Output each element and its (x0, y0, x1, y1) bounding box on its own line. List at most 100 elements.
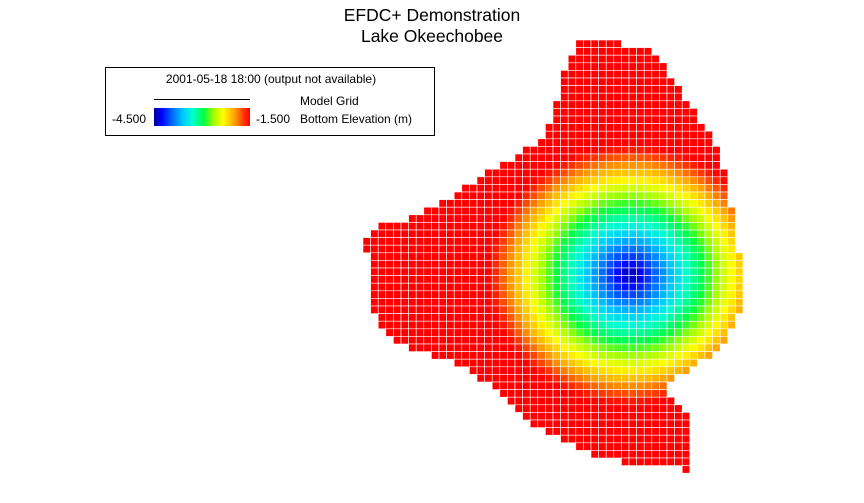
grid-cell (659, 343, 668, 352)
grid-cell (628, 176, 637, 185)
grid-cell (621, 381, 630, 390)
grid-cell (537, 419, 546, 428)
grid-cell (476, 358, 485, 368)
grid-cell (590, 47, 599, 56)
grid-cell (605, 70, 615, 79)
grid-cell (704, 290, 713, 299)
grid-cell (643, 168, 653, 178)
grid-cell (659, 328, 668, 337)
grid-cell (545, 161, 554, 170)
grid-cell (651, 260, 660, 269)
grid-cell (590, 351, 599, 360)
grid-cell (583, 191, 592, 200)
grid-cell (552, 184, 561, 193)
grid-cell (704, 313, 713, 322)
grid-cell (651, 434, 660, 444)
grid-cell (545, 290, 554, 299)
grid-cell (681, 305, 691, 314)
grid-cell (613, 85, 622, 94)
grid-cell (659, 305, 668, 314)
grid-cell (408, 336, 417, 345)
grid-cell (529, 237, 539, 246)
grid-cell (545, 374, 554, 383)
grid-cell (476, 191, 485, 200)
grid-cell (567, 427, 577, 436)
grid-cell (674, 412, 683, 421)
grid-cell (666, 85, 675, 94)
grid-cell (476, 343, 485, 352)
grid-cell (552, 244, 561, 254)
grid-cell (643, 146, 653, 155)
grid-cell (583, 442, 592, 451)
grid-cell (689, 161, 698, 170)
grid-cell (491, 313, 501, 322)
grid-cell (697, 176, 706, 185)
grid-cell (613, 39, 622, 48)
grid-cell (476, 336, 485, 345)
grid-cell (491, 229, 501, 238)
grid-cell (545, 130, 554, 140)
grid-cell (621, 404, 630, 413)
grid-cell (385, 252, 394, 261)
grid-cell (461, 252, 470, 261)
grid-cell (552, 336, 561, 345)
grid-cell (567, 275, 577, 284)
grid-cell (438, 305, 447, 314)
grid-cell (704, 305, 713, 314)
grid-cell (598, 358, 607, 368)
grid-cell (659, 229, 668, 238)
grid-cell (529, 222, 539, 231)
grid-cell (552, 252, 561, 261)
grid-cell (659, 450, 668, 459)
grid-cell (529, 168, 539, 178)
grid-cell (659, 123, 668, 132)
grid-cell (575, 85, 584, 94)
grid-cell (560, 168, 569, 178)
grid-cell (704, 237, 713, 246)
grid-cell (575, 123, 584, 132)
grid-cell (605, 206, 615, 216)
grid-cell (453, 222, 463, 231)
grid-cell (598, 191, 607, 200)
grid-cell (651, 77, 660, 86)
grid-cell (666, 244, 675, 254)
grid-cell (651, 138, 660, 147)
grid-cell (461, 229, 470, 238)
grid-cell (643, 381, 653, 390)
grid-cell (415, 305, 425, 314)
grid-cell (583, 161, 592, 170)
grid-cell (529, 404, 539, 413)
grid-cell (423, 282, 432, 292)
grid-cell (598, 404, 607, 413)
grid-cell (651, 450, 660, 459)
grid-cell (529, 396, 539, 406)
grid-cell (385, 229, 394, 238)
grid-cell (681, 244, 691, 254)
grid-cell (613, 214, 622, 223)
grid-cell (719, 229, 729, 238)
grid-cell (697, 153, 706, 162)
title-line-2: Lake Okeechobee (360, 26, 504, 46)
grid-cell (659, 275, 668, 284)
grid-cell (446, 351, 455, 360)
grid-cell (476, 199, 485, 208)
grid-cell (507, 229, 516, 238)
grid-cell (438, 351, 447, 360)
grid-cell (719, 313, 729, 322)
grid-cell (484, 199, 493, 208)
grid-cell (537, 138, 546, 147)
grid-cell (514, 305, 523, 314)
grid-cell (567, 290, 577, 299)
grid-cell (560, 92, 569, 102)
grid-cell (484, 176, 493, 185)
grid-cell (583, 146, 592, 155)
grid-cell (408, 267, 417, 276)
grid-cell (704, 199, 713, 208)
grid-cell (621, 138, 630, 147)
grid-cell (613, 366, 622, 375)
grid-cell (453, 358, 463, 368)
grid-cell (393, 320, 402, 330)
grid-cell (514, 191, 523, 200)
grid-cell (704, 244, 713, 254)
grid-cell (507, 320, 516, 330)
